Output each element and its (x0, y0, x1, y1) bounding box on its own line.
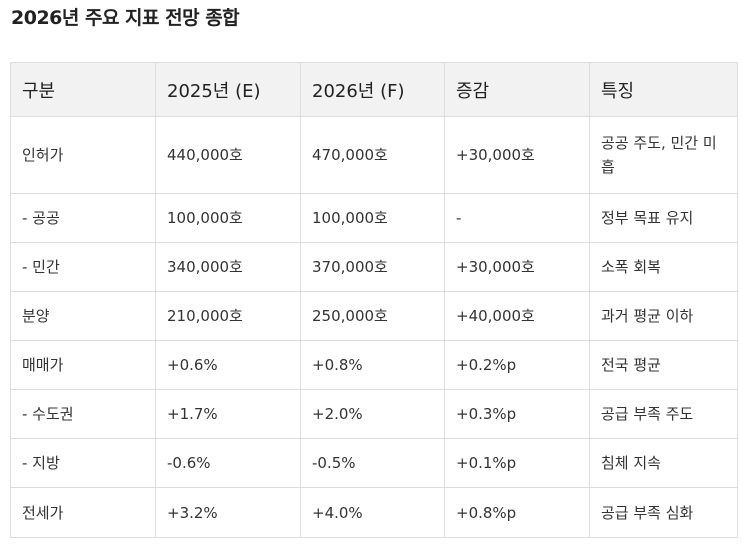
page-title: 2026년 주요 지표 전망 종합 (11, 7, 240, 29)
column-header-change: 증감 (444, 62, 590, 117)
cell-category: 매매가 (10, 340, 156, 390)
cell-change: +0.8%p (444, 487, 590, 538)
table-row: 인허가 440,000호 470,000호 +30,000호 공공 주도, 민간… (10, 116, 738, 194)
cell-2026: +0.8% (300, 340, 445, 390)
cell-2026: 370,000호 (300, 242, 445, 292)
table-row: 분양 210,000호 250,000호 +40,000호 과거 평균 이하 (10, 291, 738, 341)
cell-2026: +4.0% (300, 487, 445, 538)
cell-features: 정부 목표 유지 (589, 193, 738, 243)
cell-features: 전국 평균 (589, 340, 738, 390)
cell-features: 공급 부족 심화 (589, 487, 738, 538)
table-row: - 공공 100,000호 100,000호 - 정부 목표 유지 (10, 193, 738, 243)
cell-2026: 250,000호 (300, 291, 445, 341)
column-header-category: 구분 (10, 62, 156, 117)
cell-category: 인허가 (10, 116, 156, 194)
cell-category: 분양 (10, 291, 156, 341)
column-header-2026: 2026년 (F) (300, 62, 445, 117)
cell-2025: +3.2% (155, 487, 301, 538)
cell-features: 공공 주도, 민간 미흡 (589, 116, 738, 194)
cell-2025: +1.7% (155, 389, 301, 439)
column-header-2025: 2025년 (E) (155, 62, 301, 117)
cell-2025: +0.6% (155, 340, 301, 390)
cell-2025: 210,000호 (155, 291, 301, 341)
cell-change: +0.1%p (444, 438, 590, 488)
table-row: - 민간 340,000호 370,000호 +30,000호 소폭 회복 (10, 242, 738, 292)
table-row: - 수도권 +1.7% +2.0% +0.3%p 공급 부족 주도 (10, 389, 738, 439)
table-row: - 지방 -0.6% -0.5% +0.1%p 침체 지속 (10, 438, 738, 488)
cell-change: +30,000호 (444, 242, 590, 292)
cell-category: 전세가 (10, 487, 156, 538)
cell-2025: 100,000호 (155, 193, 301, 243)
cell-2026: 100,000호 (300, 193, 445, 243)
cell-2025: -0.6% (155, 438, 301, 488)
cell-features: 소폭 회복 (589, 242, 738, 292)
cell-change: +30,000호 (444, 116, 590, 194)
cell-features: 과거 평균 이하 (589, 291, 738, 341)
cell-2026: -0.5% (300, 438, 445, 488)
forecast-summary-table: 구분 2025년 (E) 2026년 (F) 증감 특징 인허가 440,000… (10, 62, 738, 538)
column-header-features: 특징 (589, 62, 738, 117)
cell-change: +40,000호 (444, 291, 590, 341)
cell-category: - 민간 (10, 242, 156, 292)
table-header-row: 구분 2025년 (E) 2026년 (F) 증감 특징 (10, 62, 738, 117)
table-row: 전세가 +3.2% +4.0% +0.8%p 공급 부족 심화 (10, 487, 738, 538)
cell-features: 공급 부족 주도 (589, 389, 738, 439)
cell-category: - 수도권 (10, 389, 156, 439)
cell-category: - 공공 (10, 193, 156, 243)
cell-change: +0.2%p (444, 340, 590, 390)
cell-2025: 340,000호 (155, 242, 301, 292)
table-row: 매매가 +0.6% +0.8% +0.2%p 전국 평균 (10, 340, 738, 390)
cell-2026: +2.0% (300, 389, 445, 439)
cell-change: - (444, 193, 590, 243)
cell-2025: 440,000호 (155, 116, 301, 194)
cell-features: 침체 지속 (589, 438, 738, 488)
cell-category: - 지방 (10, 438, 156, 488)
cell-change: +0.3%p (444, 389, 590, 439)
cell-2026: 470,000호 (300, 116, 445, 194)
